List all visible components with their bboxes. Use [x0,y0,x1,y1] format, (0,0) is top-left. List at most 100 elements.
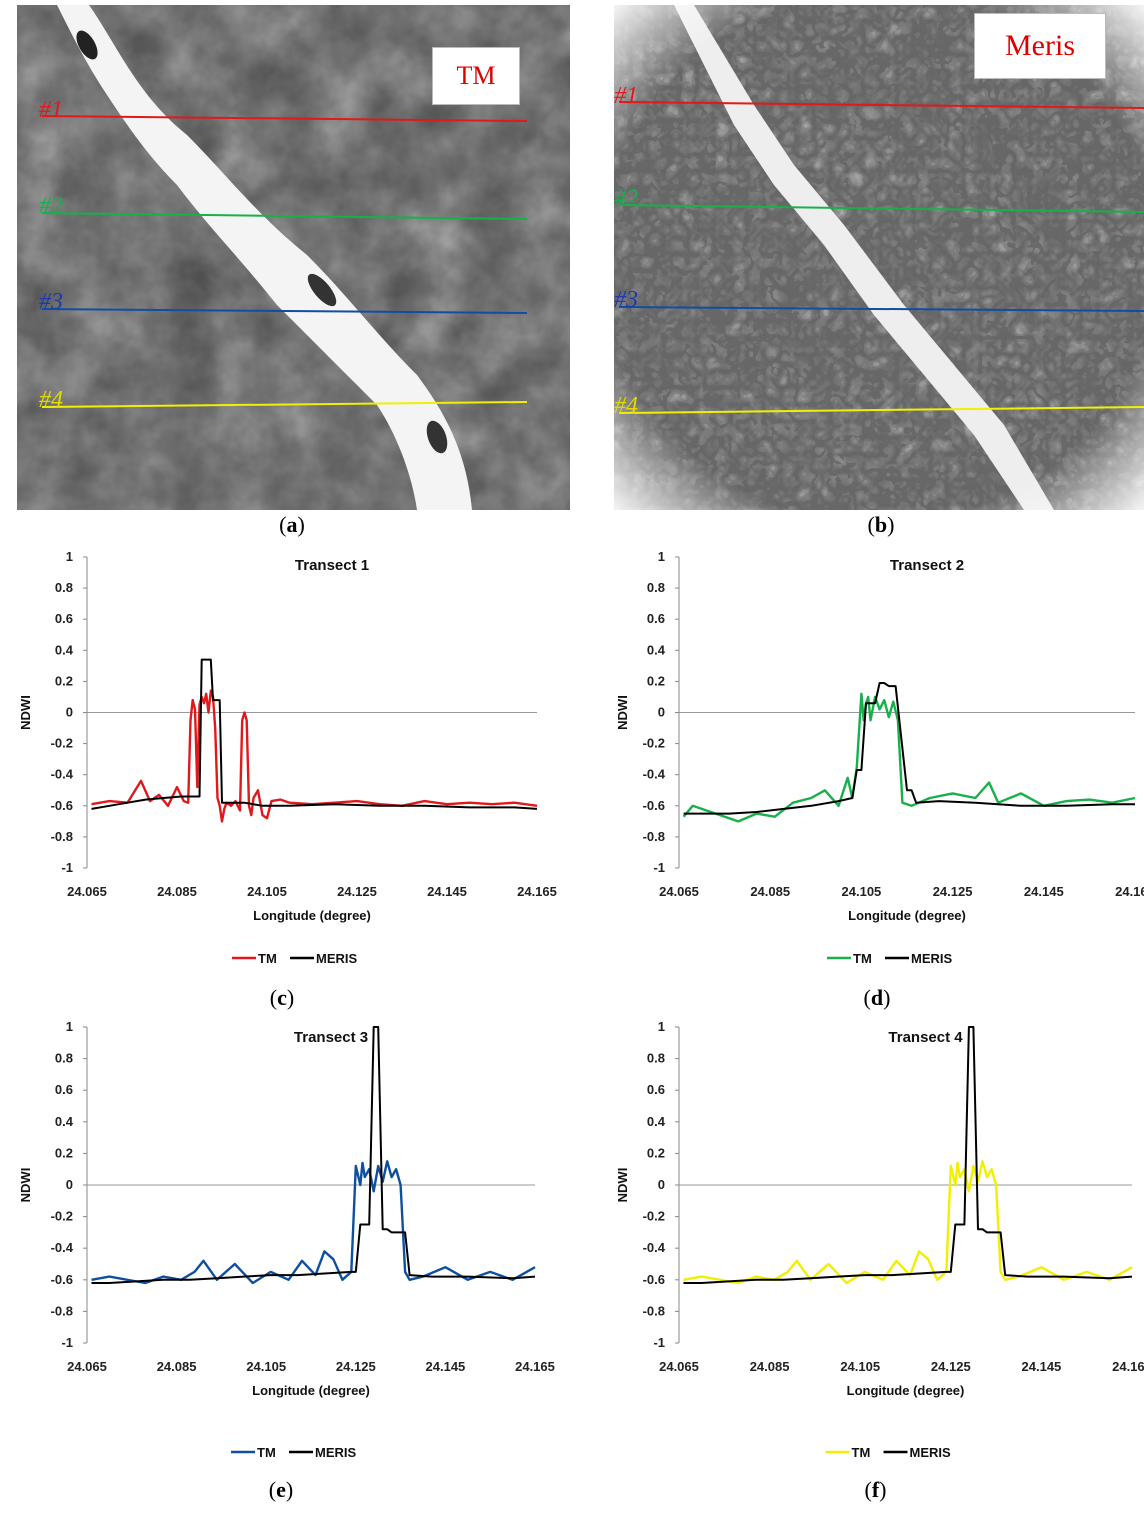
meris-transect-label-1: #1 [614,83,638,109]
legend: TM MERIS [231,1445,357,1460]
x-tick-label: 24.085 [750,884,790,899]
y-tick-label: -1 [61,1335,73,1350]
y-tick-label: -0.2 [643,736,665,751]
chart-transect-3: 1 0.8 0.6 0.4 0.2 0 -0.2 -0.4 -0.6 -0.8 -1 24.065 24… [0,1017,570,1502]
y-tick-label: 0 [66,1177,73,1192]
x-tick-label: 24.105 [842,884,882,899]
chart-svg: 1 0.8 0.6 0.4 0.2 0 -0.2 -0.4 -0.6 -0.8 -1 24.065 24… [615,1019,1144,1502]
series-line-meris [91,658,538,810]
y-tick-label: -0.6 [643,1272,665,1287]
x-axis-label: Longitude (degree) [847,1383,965,1398]
x-tick-label: 24.065 [67,884,107,899]
tm-transect-label-2: #2 [39,193,63,219]
transect-line-1 [41,115,528,122]
x-tick-label: 24.165 [1112,1359,1144,1374]
meris-image-panel: #1 #2 #3 #4 Meris [614,5,1144,510]
y-tick-label: 0.6 [55,611,73,626]
y-tick-label: 1 [658,549,665,564]
x-tick-label: 24.145 [426,1359,466,1374]
x-tick-label: 24.065 [67,1359,107,1374]
legend-label: TM [258,951,277,966]
x-axis-label: Longitude (degree) [848,908,966,923]
y-tick-label: -0.6 [51,798,73,813]
x-tick-label: 24.105 [246,1359,286,1374]
meris-transect-label-2: #2 [614,186,638,212]
y-tick-label: -0.2 [51,736,73,751]
legend-label: TM [852,1445,871,1460]
y-tick-label: -0.4 [51,1240,74,1255]
y-tick-label: 0.4 [55,1114,74,1129]
y-tick-label: 0.8 [647,580,665,595]
y-tick-label: 1 [66,549,73,564]
chart-svg: 1 0.8 0.6 0.4 0.2 0 -0.2 -0.4 -0.6 -0.8 -1 24.065 24… [615,549,1144,1010]
y-tick-label: 0 [66,705,73,720]
legend-label: TM [257,1445,276,1460]
meris-transect-line-4 [618,406,1144,414]
x-tick-label: 24.145 [1024,884,1064,899]
x-tick-label: 24.125 [337,884,377,899]
y-tick-label: -0.2 [643,1209,665,1224]
x-tick-label: 24.085 [157,884,197,899]
y-axis-label: NDWI [18,695,33,730]
x-tick-label: 24.125 [931,1359,971,1374]
y-tick-label: 0.4 [647,1114,666,1129]
transect-line-4 [41,401,528,408]
y-tick-label: 0.6 [55,1082,73,1097]
chart-title: Transect 3 [294,1029,368,1046]
legend-label: MERIS [316,951,358,966]
x-tick-label: 24.125 [336,1359,376,1374]
x-tick-label: 24.085 [157,1359,197,1374]
y-tick-label: -0.8 [51,829,73,844]
y-tick-label: -0.4 [643,1240,666,1255]
chart-transect-2: 1 0.8 0.6 0.4 0.2 0 -0.2 -0.4 -0.6 -0.8 -1 24.065 24… [597,545,1144,1010]
river-shape [57,5,472,510]
x-tick-label: 24.145 [427,884,467,899]
meris-badge: Meris [974,13,1106,79]
legend-label: TM [853,951,872,966]
y-tick-label: 0.2 [647,673,665,688]
y-tick-label: 0.8 [55,580,73,595]
chart-caption: (c) [270,985,294,1010]
y-tick-label: -0.6 [643,798,665,813]
x-tick-label: 24.085 [750,1359,790,1374]
y-tick-label: -0.4 [643,767,666,782]
tm-transect-label-1: #1 [39,97,63,123]
series-line-meris [91,1026,536,1284]
y-tick-label: 0 [658,1177,665,1192]
y-tick-label: 0.6 [647,1082,665,1097]
chart-transect-1: 1 0.8 0.6 0.4 0.2 0 -0.2 -0.4 -0.6 -0.8 -1 24.065 24… [0,545,570,1010]
series-line-tm [683,1160,1133,1285]
series-line-meris [683,682,1135,815]
x-tick-label: 24.165 [515,1359,555,1374]
legend: TM MERIS [827,951,953,966]
legend: TM MERIS [232,951,358,966]
meris-satellite-image [614,5,1144,510]
x-tick-label: 24.105 [247,884,287,899]
series-line-tm [91,1160,536,1285]
y-tick-label: 1 [66,1019,73,1034]
x-axis-label: Longitude (degree) [252,1383,370,1398]
y-tick-label: -1 [653,1335,665,1350]
series-line-tm [91,689,538,823]
legend-label: MERIS [910,1445,952,1460]
y-tick-label: -1 [61,860,73,875]
x-tick-label: 24.145 [1022,1359,1062,1374]
transect-line-2 [41,212,528,220]
y-tick-label: -0.8 [643,1303,665,1318]
chart-svg: 1 0.8 0.6 0.4 0.2 0 -0.2 -0.4 -0.6 -0.8 -1 24.065 24… [18,549,557,1010]
meris-transect-line-2 [618,204,1144,213]
y-tick-label: -1 [653,860,665,875]
y-tick-label: -0.6 [51,1272,73,1287]
tm-transect-label-3: #3 [39,289,63,315]
meris-transect-line-1 [618,101,1144,109]
chart-title: Transect 2 [890,557,964,574]
caption-a: (a) [279,512,305,537]
y-tick-label: 0 [658,705,665,720]
legend-label: MERIS [315,1445,357,1460]
series-line-meris [683,1026,1133,1284]
tm-image-panel: #1 #2 #3 #4 TM [17,5,570,510]
x-tick-label: 24.165 [1115,884,1144,899]
y-tick-label: -0.2 [51,1209,73,1224]
chart-caption: (e) [269,1477,293,1502]
chart-svg: 1 0.8 0.6 0.4 0.2 0 -0.2 -0.4 -0.6 -0.8 -1 24.065 24… [18,1019,555,1502]
